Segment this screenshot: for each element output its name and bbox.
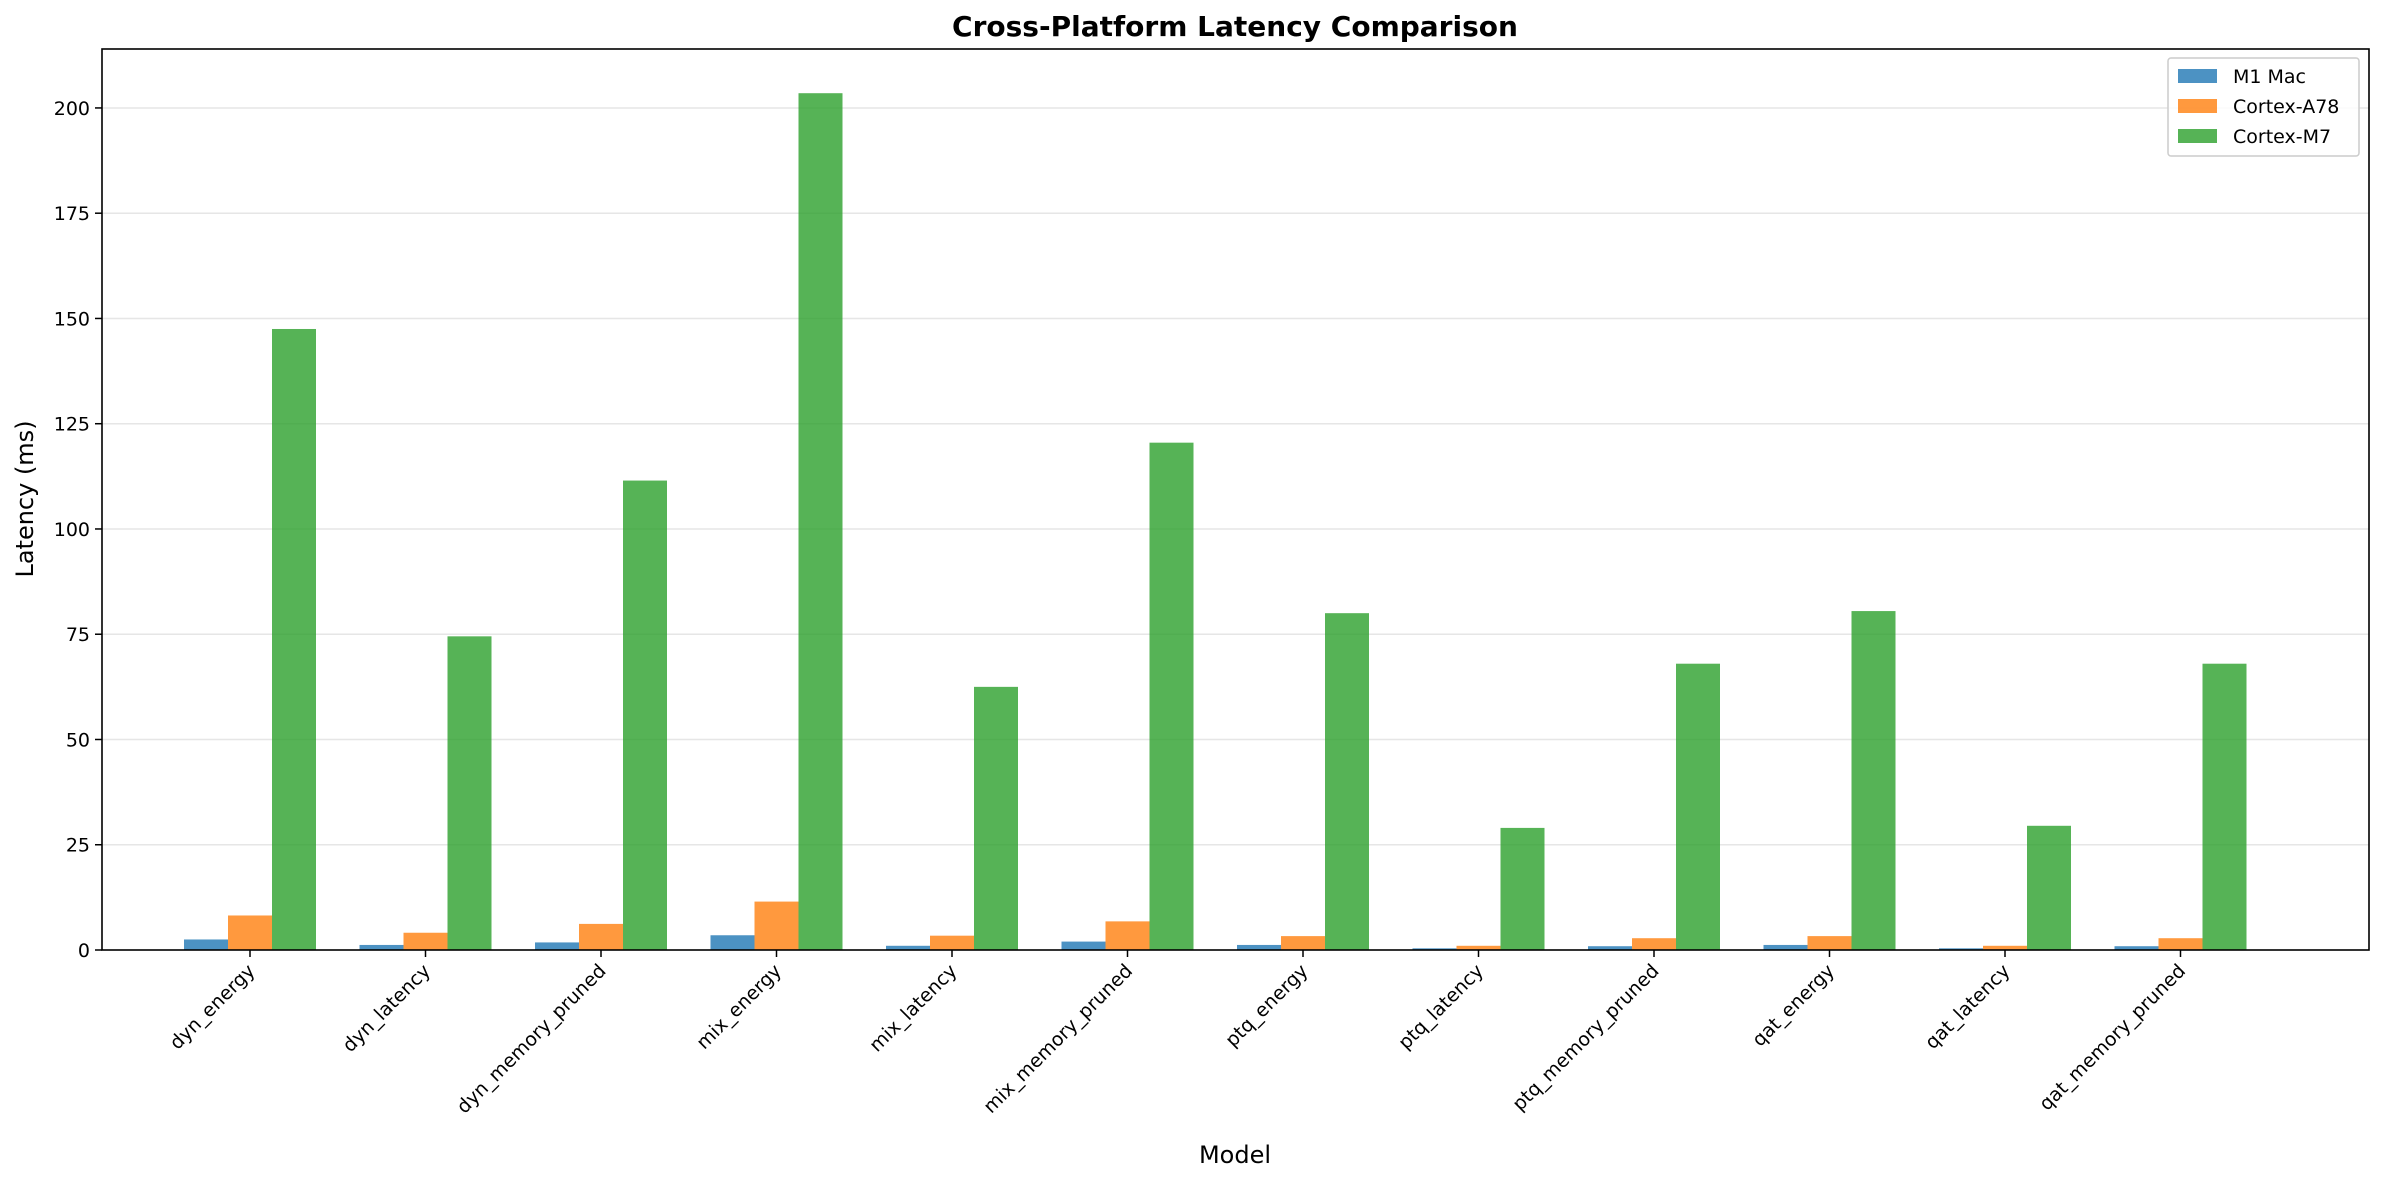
legend-label: M1 Mac [2233,66,2306,88]
bar-m1-mac-qat-energy [1763,944,1808,950]
bar-cortex-m7-ptq-energy [1325,613,1369,950]
bar-cortex-m7-ptq-memory-pruned [1676,663,1720,950]
y-axis-ticks: 0 25 50 75 100 125 150 175 200 [54,98,102,962]
bar-cortex-m7-dyn-memory-pruned [623,480,667,950]
bar-cortex-a78-mix-latency [930,935,974,950]
bar-cortex-m7-mix-memory-pruned [1149,442,1194,950]
legend-items: M1 Mac Cortex-A78 Cortex-M7 [2178,66,2339,148]
plot-frame [101,48,2370,951]
bar-cortex-m7-dyn-latency [447,636,492,950]
chart-title: Cross-Platform Latency Comparison [952,10,1518,43]
bar-m1-mac-qat-latency [1939,948,1983,950]
bar-m1-mac-ptq-energy [1237,944,1281,950]
bar-m1-mac-dyn-latency [359,944,404,950]
legend-swatch [2178,69,2217,83]
bar-cortex-a78-dyn-energy [228,915,272,950]
bar-cortex-m7-mix-latency [974,686,1018,950]
bar-cortex-m7-ptq-latency [1500,827,1545,950]
y-axis-label: Latency (ms) [11,420,39,577]
y-tick-label: 50 [66,729,90,751]
bar-cortex-a78-qat-memory-pruned [2158,938,2203,950]
y-tick-label: 25 [66,835,90,857]
y-tick-label: 150 [54,308,90,330]
bar-m1-mac-mix-energy [710,935,755,950]
y-tick-label: 125 [54,414,90,436]
bar-m1-mac-ptq-memory-pruned [1588,946,1632,950]
bar-cortex-a78-ptq-latency [1456,945,1501,950]
y-tick-label: 75 [66,624,90,646]
bar-cortex-a78-ptq-memory-pruned [1632,938,1676,950]
bar-m1-mac-dyn-energy [184,939,228,950]
legend-swatch [2178,129,2217,143]
bar-cortex-a78-qat-latency [1983,945,2027,950]
bar-cortex-a78-mix-memory-pruned [1105,921,1150,950]
x-axis-label: Model [1199,1141,1271,1169]
y-tick-label: 175 [54,203,90,225]
bar-m1-mac-qat-memory-pruned [2114,946,2159,950]
bar-cortex-a78-qat-energy [1807,936,1852,950]
legend-label: Cortex-M7 [2233,126,2331,148]
legend-label: Cortex-A78 [2233,96,2339,118]
bar-m1-mac-ptq-latency [1412,948,1457,950]
y-tick-label: 100 [54,519,90,541]
legend: M1 Mac Cortex-A78 Cortex-M7 [2167,57,2360,157]
bar-cortex-m7-qat-latency [2027,825,2071,950]
bar-cortex-a78-ptq-energy [1281,936,1325,950]
bar-cortex-m7-qat-memory-pruned [2202,663,2247,950]
bar-cortex-a78-dyn-latency [403,932,448,950]
y-tick-label: 200 [54,98,90,120]
bar-cortex-m7-qat-energy [1851,611,1896,950]
bar-m1-mac-dyn-memory-pruned [535,942,579,950]
bar-cortex-a78-mix-energy [754,901,799,950]
bar-m1-mac-mix-latency [886,945,930,950]
y-tick-label: 0 [78,940,90,962]
bar-cortex-m7-dyn-energy [272,328,316,950]
legend-swatch [2178,99,2217,113]
bar-cortex-m7-mix-energy [798,93,843,950]
bar-m1-mac-mix-memory-pruned [1061,941,1106,950]
bar-cortex-a78-dyn-memory-pruned [579,923,623,950]
bars [184,93,2247,950]
